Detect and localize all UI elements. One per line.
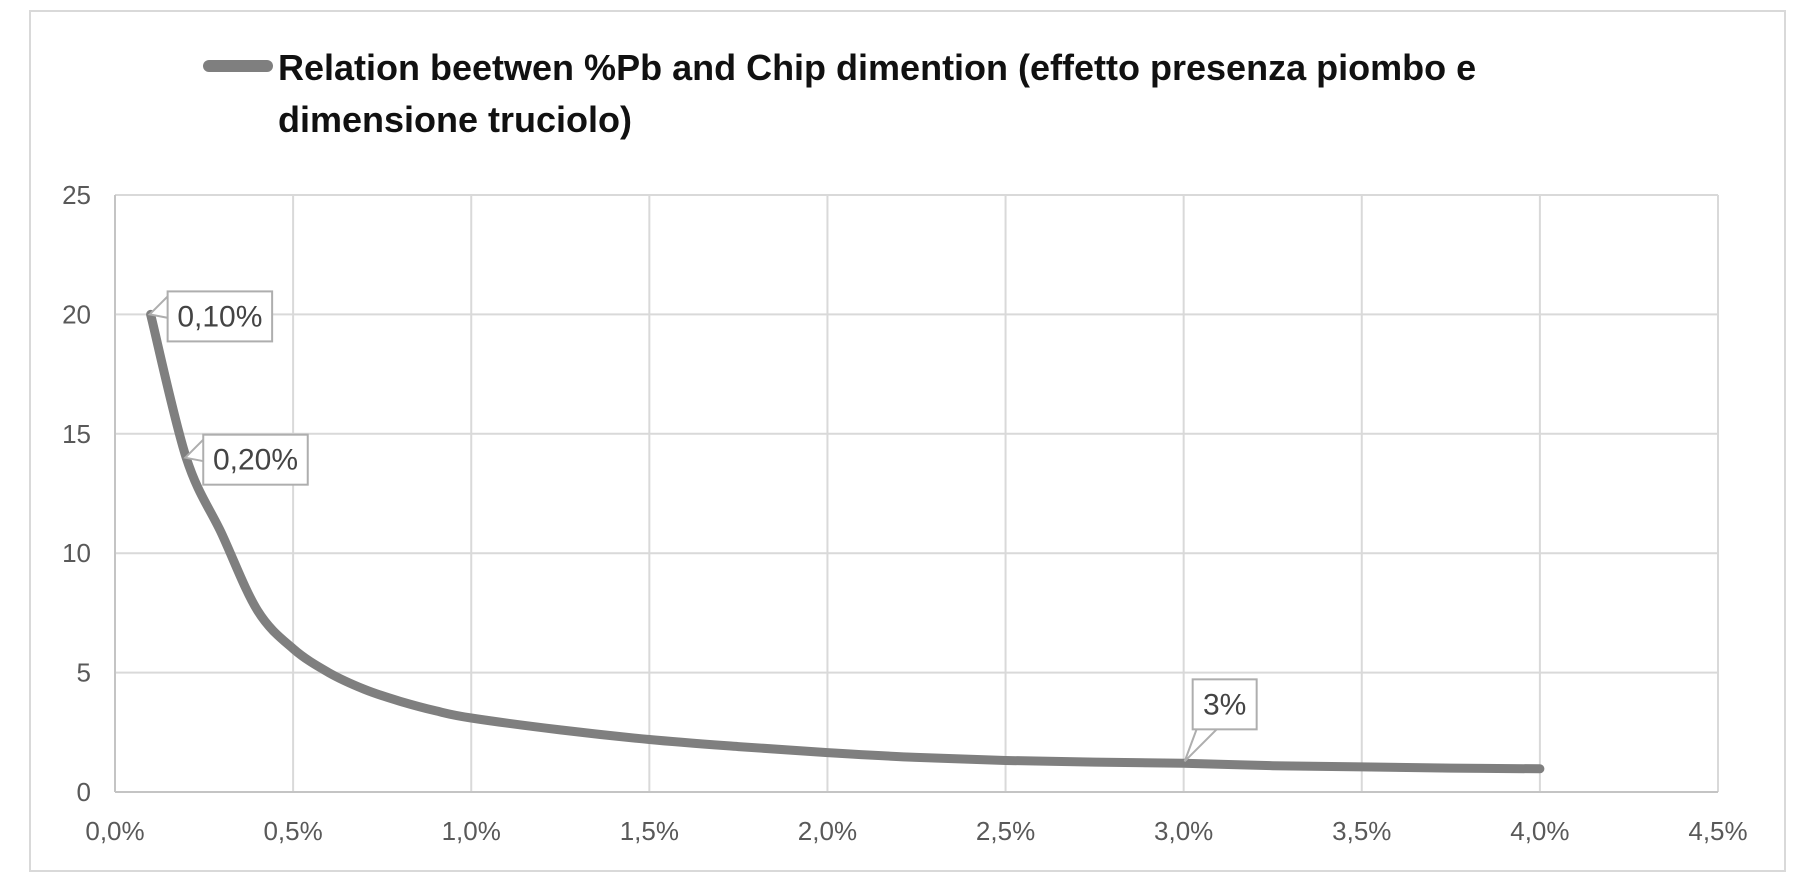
x-tick-label: 4,5% <box>1688 816 1747 846</box>
y-tick-label: 0 <box>77 777 91 807</box>
data-label-text: 0,10% <box>177 300 262 333</box>
legend-label-line1: Relation beetwen %Pb and Chip dimention … <box>278 47 1477 88</box>
legend-label-line2: dimensione truciolo) <box>278 99 633 140</box>
y-tick-label: 15 <box>62 419 91 449</box>
chart-outer-border <box>29 10 1786 872</box>
y-tick-label: 20 <box>62 299 91 329</box>
data-label-pointer <box>1183 725 1223 763</box>
x-tick-label: 2,5% <box>976 816 1035 846</box>
y-tick-label: 5 <box>77 658 91 688</box>
y-tick-label: 10 <box>62 538 91 568</box>
data-label-box <box>1191 678 1258 731</box>
x-tick-label: 3,0% <box>1154 816 1213 846</box>
y-tick-label: 25 <box>62 180 91 210</box>
x-tick-label: 0,0% <box>85 816 144 846</box>
legend-label: Relation beetwen %Pb and Chip dimention … <box>278 42 1476 146</box>
chart-legend: Relation beetwen %Pb and Chip dimention … <box>203 42 1476 146</box>
data-label-box <box>202 433 309 486</box>
x-tick-label: 0,5% <box>263 816 322 846</box>
series-line <box>146 309 1545 774</box>
legend-line-swatch <box>203 60 273 72</box>
data-label-box <box>166 290 274 343</box>
data-label-text: 0,20% <box>213 444 298 477</box>
x-tick-label: 4,0% <box>1510 816 1569 846</box>
x-tick-label: 1,0% <box>442 816 501 846</box>
x-tick-label: 3,5% <box>1332 816 1391 846</box>
x-tick-label: 1,5% <box>620 816 679 846</box>
x-tick-label: 2,0% <box>798 816 857 846</box>
data-label-text: 3% <box>1203 688 1246 721</box>
